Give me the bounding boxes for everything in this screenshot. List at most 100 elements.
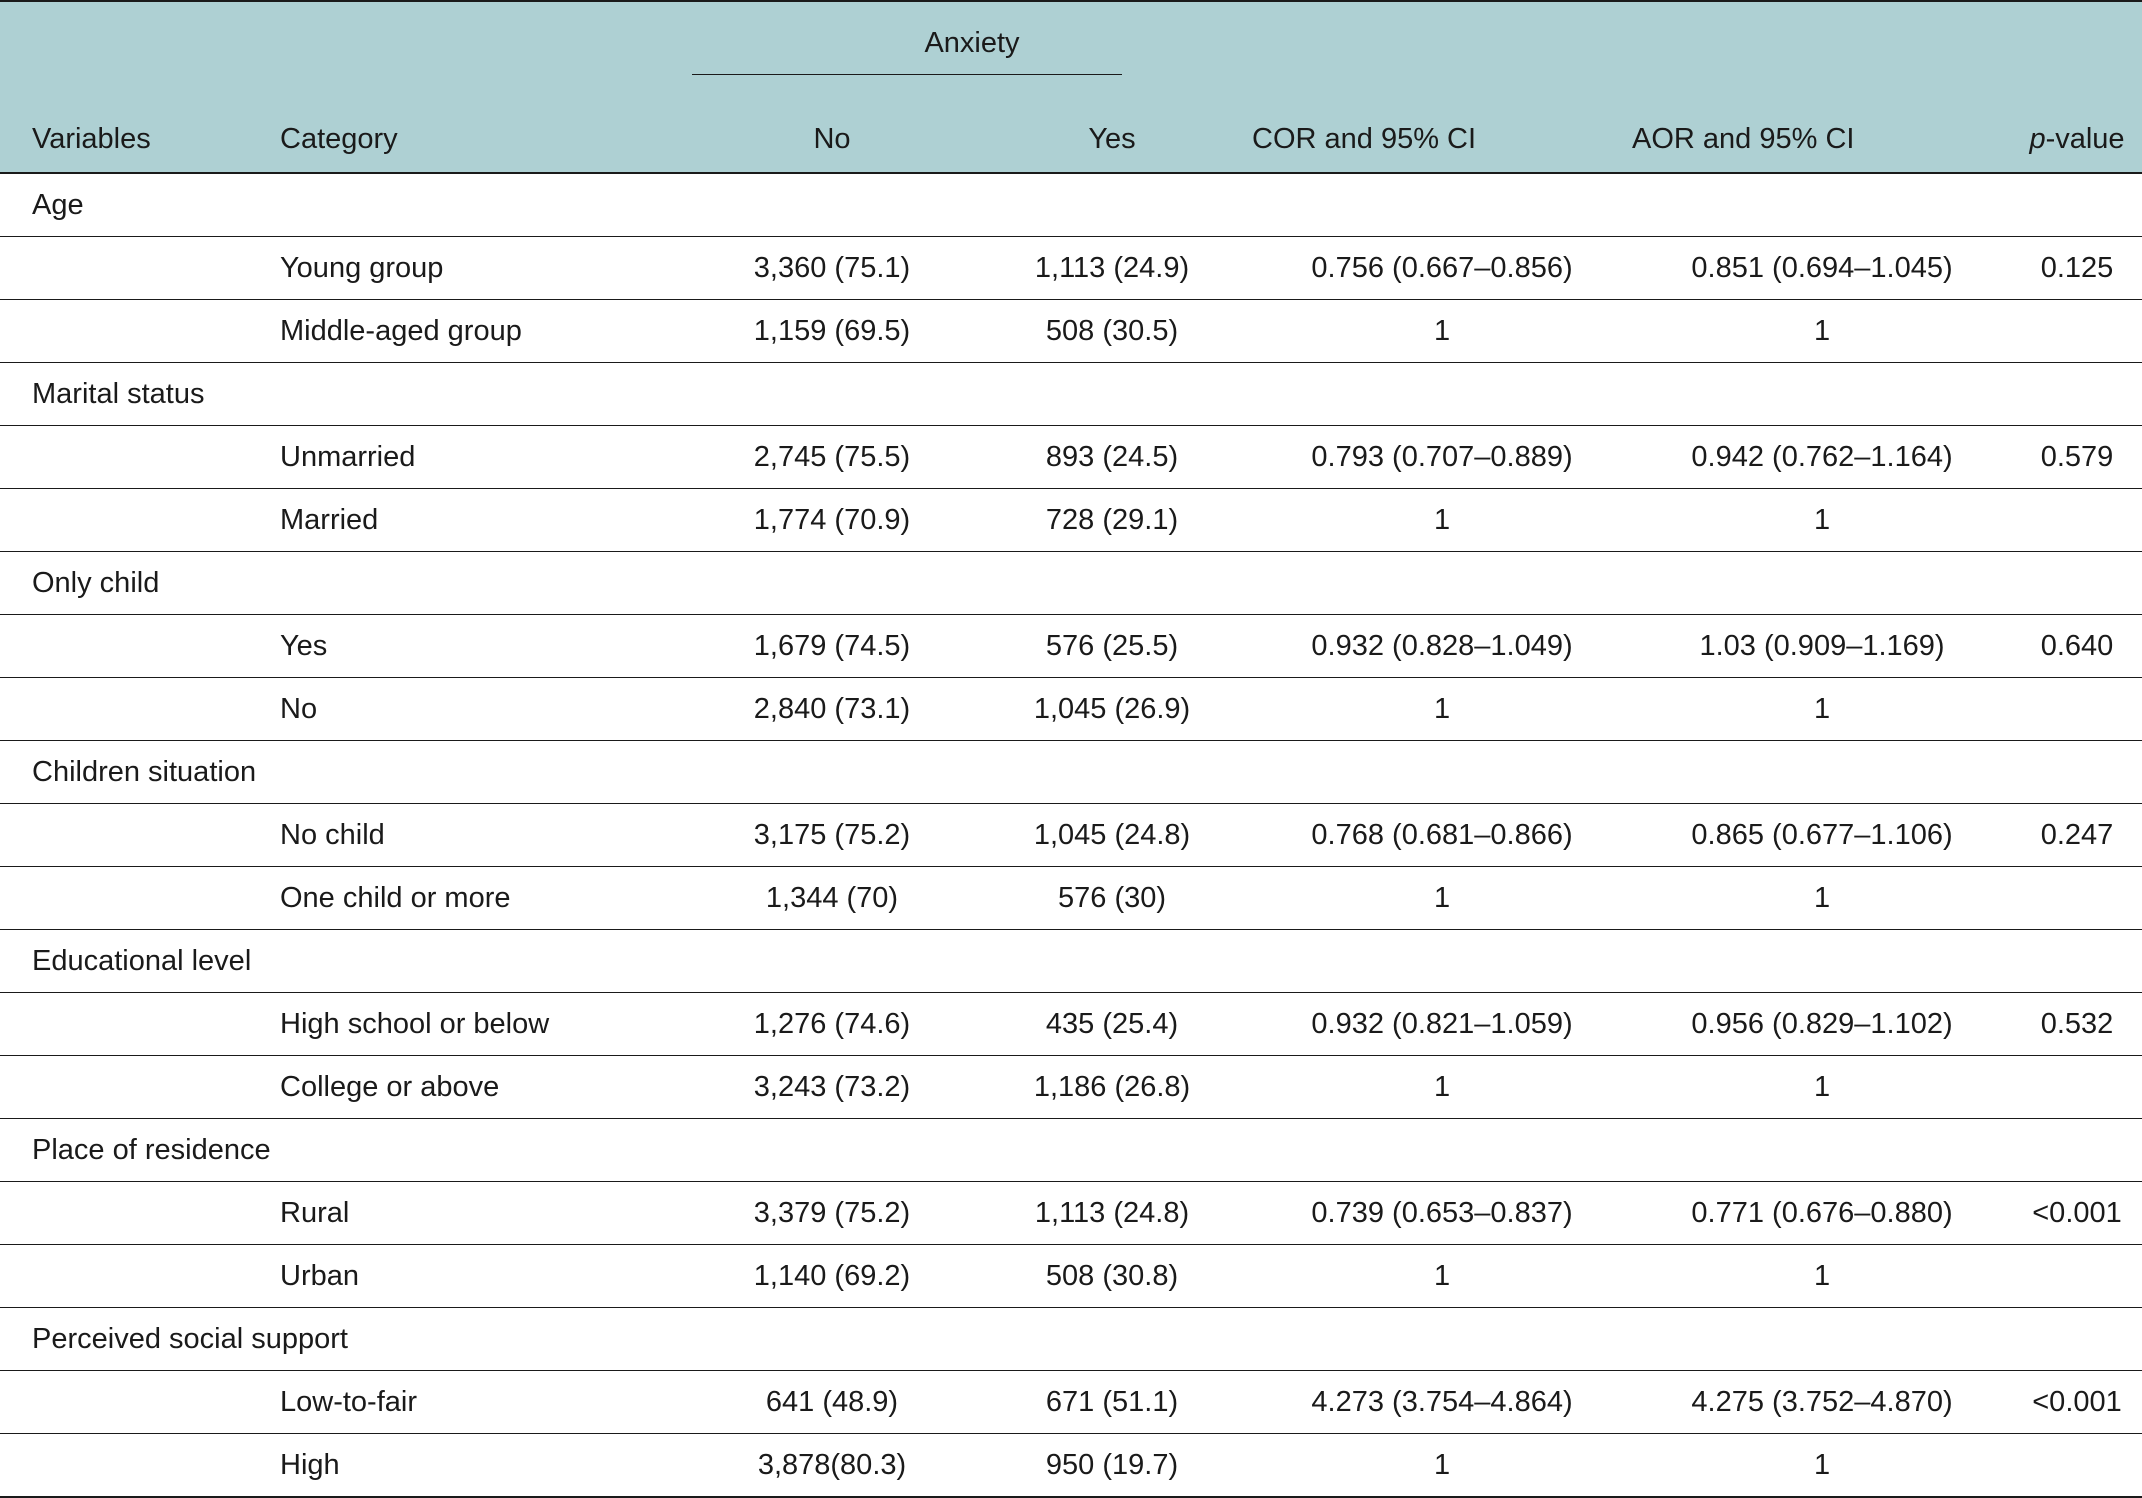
anxiety-no-cell: 1,679 (74.5) xyxy=(692,614,972,678)
variable-spacer-cell xyxy=(0,299,280,363)
p-value-cell xyxy=(2012,1433,2142,1498)
aor-cell: 1 xyxy=(1632,677,2013,741)
anxiety-no-cell: 3,360 (75.1) xyxy=(692,236,972,300)
p-value-cell: 0.532 xyxy=(2012,992,2142,1056)
variable-group-row: Educational level xyxy=(0,929,2142,993)
category-cell: Young group xyxy=(280,236,692,300)
variable-spacer-cell xyxy=(0,614,280,678)
anxiety-yes-cell: 1,113 (24.9) xyxy=(972,236,1253,300)
p-value-cell xyxy=(2012,1244,2142,1308)
category-cell: Unmarried xyxy=(280,425,692,489)
p-value-cell xyxy=(2012,677,2142,741)
aor-cell: 1 xyxy=(1632,1055,2013,1119)
variable-group-row: Place of residence xyxy=(0,1118,2142,1182)
p-value-header: p-value xyxy=(2012,90,2142,174)
variable-name: Marital status xyxy=(0,362,2142,426)
cor-cell: 1 xyxy=(1252,488,1633,552)
aor-header: AOR and 95% CI xyxy=(1632,90,2013,174)
aor-cell: 0.942 (0.762–1.164) xyxy=(1632,425,2013,489)
cor-cell: 1 xyxy=(1252,1244,1633,1308)
category-cell: Middle-aged group xyxy=(280,299,692,363)
table-row: No child 3,175 (75.2) 1,045 (24.8) 0.768 (0… xyxy=(0,803,2142,867)
table-row: High 3,878(80.3) 950 (19.7) 1 1 xyxy=(0,1433,2142,1498)
p-value-cell: 0.247 xyxy=(2012,803,2142,867)
anxiety-no-cell: 641 (48.9) xyxy=(692,1370,972,1434)
table-row: Young group 3,360 (75.1) 1,113 (24.9) 0.756… xyxy=(0,236,2142,300)
variable-name: Educational level xyxy=(0,929,2142,993)
aor-cell: 0.771 (0.676–0.880) xyxy=(1632,1181,2013,1245)
anxiety-yes-cell: 508 (30.8) xyxy=(972,1244,1253,1308)
anxiety-underline xyxy=(692,74,1122,75)
cor-cell: 0.932 (0.828–1.049) xyxy=(1252,614,1633,678)
variable-group-row: Only child xyxy=(0,551,2142,615)
p-value-cell xyxy=(2012,488,2142,552)
cor-header: COR and 95% CI xyxy=(1252,90,1633,174)
no-header: No xyxy=(692,90,972,174)
category-cell: No child xyxy=(280,803,692,867)
table-row: Yes 1,679 (74.5) 576 (25.5) 0.932 (0.828–1.… xyxy=(0,614,2142,678)
category-cell: High school or below xyxy=(280,992,692,1056)
category-cell: One child or more xyxy=(280,866,692,930)
p-value-cell: 0.579 xyxy=(2012,425,2142,489)
variable-spacer-cell xyxy=(0,866,280,930)
anxiety-header: Anxiety xyxy=(692,0,1253,90)
header-spacer-p xyxy=(2012,0,2142,90)
table-row: Married 1,774 (70.9) 728 (29.1) 1 1 xyxy=(0,488,2142,552)
table-row: Unmarried 2,745 (75.5) 893 (24.5) 0.793 (0.… xyxy=(0,425,2142,489)
cor-cell: 1 xyxy=(1252,299,1633,363)
aor-cell: 1 xyxy=(1632,299,2013,363)
yes-header: Yes xyxy=(972,90,1253,174)
table-row: Urban 1,140 (69.2) 508 (30.8) 1 1 xyxy=(0,1244,2142,1308)
table-row: Low-to-fair 641 (48.9) 671 (51.1) 4.273 (3.… xyxy=(0,1370,2142,1434)
category-cell: Urban xyxy=(280,1244,692,1308)
cor-cell: 0.932 (0.821–1.059) xyxy=(1252,992,1633,1056)
variable-name: Children situation xyxy=(0,740,2142,804)
p-value-header-italic: p xyxy=(2029,123,2046,155)
p-value-cell: <0.001 xyxy=(2012,1370,2142,1434)
variable-group-row: Marital status xyxy=(0,362,2142,426)
variable-spacer-cell xyxy=(0,677,280,741)
variable-name: Place of residence xyxy=(0,1118,2142,1182)
cor-cell: 1 xyxy=(1252,866,1633,930)
anxiety-no-cell: 1,774 (70.9) xyxy=(692,488,972,552)
table-body: Age Young group 3,360 (75.1) 1,113 (24.9) 0.… xyxy=(0,173,2142,1498)
anxiety-yes-cell: 950 (19.7) xyxy=(972,1433,1253,1498)
variable-spacer-cell xyxy=(0,1433,280,1498)
p-value-cell xyxy=(2012,299,2142,363)
anxiety-yes-cell: 671 (51.1) xyxy=(972,1370,1253,1434)
variable-spacer-cell xyxy=(0,992,280,1056)
anxiety-yes-cell: 1,113 (24.8) xyxy=(972,1181,1253,1245)
aor-cell: 0.851 (0.694–1.045) xyxy=(1632,236,2013,300)
cor-cell: 1 xyxy=(1252,1433,1633,1498)
aor-cell: 1 xyxy=(1632,1244,2013,1308)
category-cell: Low-to-fair xyxy=(280,1370,692,1434)
category-cell: High xyxy=(280,1433,692,1498)
anxiety-yes-cell: 1,186 (26.8) xyxy=(972,1055,1253,1119)
variable-spacer-cell xyxy=(0,803,280,867)
anxiety-yes-cell: 576 (25.5) xyxy=(972,614,1253,678)
anxiety-yes-cell: 508 (30.5) xyxy=(972,299,1253,363)
table-row: Middle-aged group 1,159 (69.5) 508 (30.5) 1… xyxy=(0,299,2142,363)
variable-name: Perceived social support xyxy=(0,1307,2142,1371)
p-value-header-rest: -value xyxy=(2045,123,2125,155)
header-spacer-category xyxy=(280,0,692,90)
variable-spacer-cell xyxy=(0,1055,280,1119)
anxiety-no-cell: 3,175 (75.2) xyxy=(692,803,972,867)
variable-spacer-cell xyxy=(0,425,280,489)
p-value-cell xyxy=(2012,866,2142,930)
anxiety-no-cell: 3,878(80.3) xyxy=(692,1433,972,1498)
cor-cell: 0.756 (0.667–0.856) xyxy=(1252,236,1633,300)
aor-cell: 1.03 (0.909–1.169) xyxy=(1632,614,2013,678)
category-header: Category xyxy=(280,90,692,174)
anxiety-yes-cell: 576 (30) xyxy=(972,866,1253,930)
anxiety-yes-cell: 728 (29.1) xyxy=(972,488,1253,552)
aor-cell: 1 xyxy=(1632,488,2013,552)
anxiety-yes-cell: 893 (24.5) xyxy=(972,425,1253,489)
p-value-cell: 0.640 xyxy=(2012,614,2142,678)
cor-cell: 0.793 (0.707–0.889) xyxy=(1252,425,1633,489)
cor-cell: 0.739 (0.653–0.837) xyxy=(1252,1181,1633,1245)
anxiety-yes-cell: 1,045 (24.8) xyxy=(972,803,1253,867)
anxiety-no-cell: 1,140 (69.2) xyxy=(692,1244,972,1308)
variable-group-row: Age xyxy=(0,173,2142,237)
anxiety-no-cell: 1,344 (70) xyxy=(692,866,972,930)
